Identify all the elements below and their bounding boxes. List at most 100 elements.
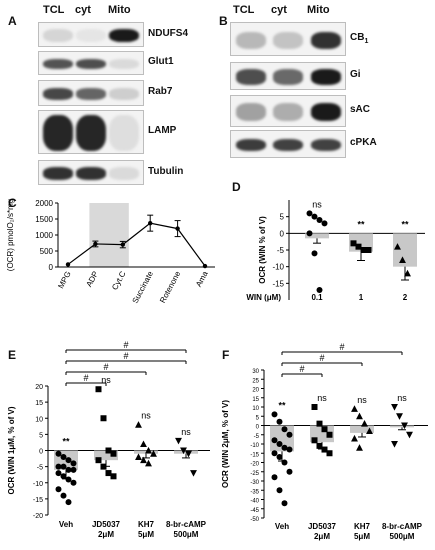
data-point [148, 220, 153, 226]
y-tick-label: -45 [250, 508, 259, 514]
x-tick-label: MPG [56, 270, 73, 290]
data-point [175, 437, 182, 445]
data-point [360, 247, 367, 253]
chart-c: 0 500 1000 1500 2000 (OCR) pmolO₂/s*mg MPG ADP C… [6, 199, 215, 305]
data-point [356, 444, 363, 451]
x-tick-label: ADP [84, 270, 100, 289]
data-point [281, 426, 288, 433]
data-point [135, 453, 142, 460]
a-band-ndufs4-cyt [76, 28, 106, 43]
data-point [276, 418, 283, 425]
data-point [316, 442, 323, 449]
data-point [65, 457, 72, 464]
y-tick-label: 30 [252, 369, 259, 375]
data-point [281, 459, 288, 466]
data-point [135, 421, 142, 428]
y-tick-label: 0 [280, 229, 285, 238]
chart-d: -15 -10 -5 0 5 OCR (WIN % of V) ns 0.1 ** 1 ** 2 WIN… [246, 199, 425, 302]
a-band-glut1-tcl [43, 58, 73, 70]
data-point [401, 422, 408, 430]
b-band-cb-mito [311, 31, 341, 49]
y-tick-label: 15 [252, 397, 259, 403]
data-point [55, 470, 62, 477]
data-point [175, 226, 180, 231]
data-point [406, 431, 413, 439]
y-tick-label: 0 [39, 449, 43, 456]
x-tick-label: 500μM [390, 532, 415, 541]
y-axis-label: (OCR) pmolO₂/s*mg [6, 199, 15, 271]
data-point [65, 476, 72, 483]
a-blot-glut1 [38, 51, 144, 75]
y-tick-label: -20 [250, 462, 259, 468]
b-band-sac-tcl [236, 103, 266, 121]
panel-label-a: A [8, 14, 17, 28]
y-axis-label: OCR (WIN 2μM, % of V) [221, 400, 230, 488]
b-blot-cb [230, 22, 346, 56]
data-point [355, 243, 362, 250]
data-point [394, 243, 401, 250]
bar [94, 450, 118, 461]
data-point [276, 487, 283, 494]
data-point [70, 479, 77, 486]
x-tick-label: KH7 [354, 522, 371, 531]
b-band-cpka-cyt [273, 138, 303, 152]
data-point [361, 420, 368, 427]
b-protein-subscript: 1 [364, 38, 369, 45]
data-point [276, 453, 283, 460]
data-point [271, 450, 278, 457]
x-tick-label: JD5037 [308, 522, 337, 531]
bracket-label: # [299, 364, 304, 374]
data-point [55, 450, 62, 457]
data-point [150, 450, 157, 457]
significance-label: ns [357, 395, 367, 405]
x-tick-label: Cyt.C [110, 270, 127, 292]
y-axis-label: OCR (WIN % of V) [258, 216, 267, 284]
data-point [60, 473, 67, 480]
b-protein-label: Gi [350, 69, 361, 80]
y-tick-label: 5 [280, 213, 285, 222]
y-tick-label: -40 [250, 499, 259, 505]
y-tick-label: 1000 [35, 231, 53, 240]
a-protein-label: LAMP [148, 125, 177, 136]
x-tick-label: Veh [275, 522, 289, 531]
x-tick-label: 5μM [138, 530, 154, 539]
y-tick-label: 5 [39, 432, 43, 439]
bracket-label: # [123, 351, 128, 361]
data-point [321, 220, 328, 227]
b-protein-label: cPKA [350, 137, 377, 148]
panel-b: B TCL cyt Mito CB1 Gi sAC cPKA [215, 0, 435, 195]
data-point [311, 404, 318, 410]
data-point [140, 440, 147, 448]
data-point [351, 405, 358, 412]
data-point [95, 386, 102, 393]
a-band-glut1-mito [109, 58, 139, 70]
a-blot-ndufs4 [38, 22, 144, 47]
data-point [65, 262, 71, 267]
bar [305, 233, 329, 239]
significance-label: ** [357, 219, 365, 229]
data-point [404, 269, 411, 277]
x-tick-label: Succinate [131, 269, 156, 305]
b-blot-gi [230, 62, 346, 90]
b-band-cb-tcl [236, 31, 266, 49]
y-axis-label: OCR (WIN 1μM, % of V) [7, 406, 16, 494]
data-point [120, 242, 126, 247]
data-point [356, 412, 363, 420]
data-point [100, 415, 107, 422]
x-tick-label: 5μM [354, 532, 370, 541]
data-point [311, 213, 318, 220]
a-protein-label: NDUFS4 [148, 27, 189, 39]
data-point [326, 431, 333, 438]
x-tick-label: 1 [359, 293, 364, 302]
x-tick-label: Rotenone [158, 269, 182, 304]
y-tick-label: 0 [256, 425, 260, 431]
lane-label-mito: Mito [307, 4, 330, 16]
data-point [140, 456, 147, 464]
lane-label-tcl: TCL [233, 4, 255, 16]
a-band-lamp-tcl [43, 115, 73, 151]
data-point [105, 470, 112, 477]
data-point [351, 434, 358, 442]
data-point [281, 444, 288, 451]
x-tick-label: JD5037 [92, 520, 121, 529]
data-point [60, 453, 67, 460]
